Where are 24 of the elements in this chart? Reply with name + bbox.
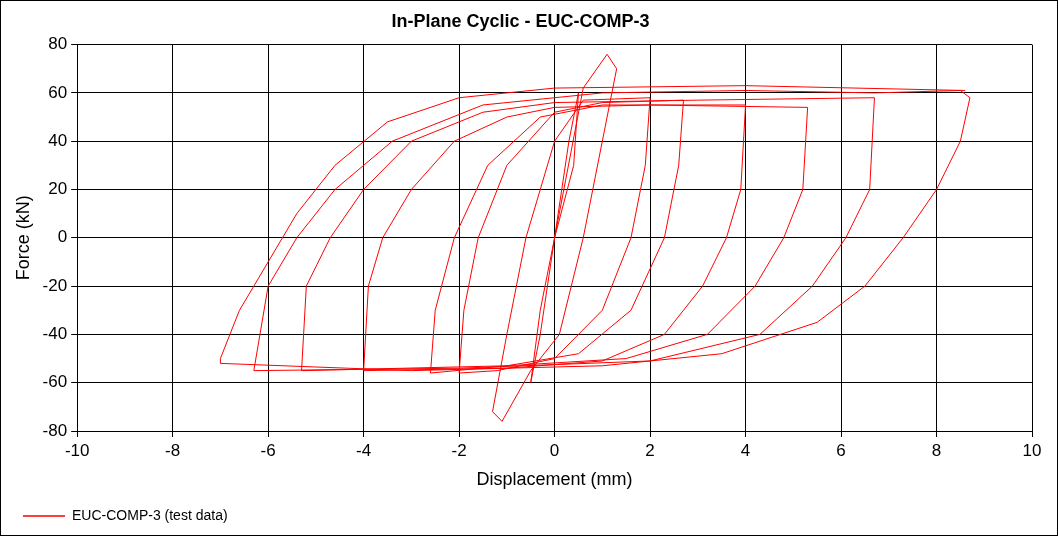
x-tick-label: 2 bbox=[645, 440, 655, 460]
chart-title: In-Plane Cyclic - EUC-COMP-3 bbox=[391, 10, 650, 31]
y-tick-label: 80 bbox=[48, 34, 68, 54]
y-tick-label: -60 bbox=[42, 372, 68, 392]
y-tick-label: 40 bbox=[48, 130, 68, 150]
x-tick-label: 4 bbox=[740, 440, 751, 460]
x-tick-label: -6 bbox=[260, 440, 276, 460]
x-tick-label: 8 bbox=[931, 440, 942, 460]
x-axis-title: Displacement (mm) bbox=[476, 469, 633, 490]
x-tick-label: -4 bbox=[356, 440, 372, 460]
x-tick-label: -8 bbox=[165, 440, 181, 460]
y-tick-label: 20 bbox=[48, 179, 68, 199]
y-tick-label: -20 bbox=[42, 275, 68, 295]
x-tick-label: 6 bbox=[836, 440, 846, 460]
x-tick-label: 0 bbox=[549, 440, 560, 460]
x-tick-label: -2 bbox=[451, 440, 467, 460]
y-tick-label: -80 bbox=[42, 420, 68, 440]
y-tick-label: 0 bbox=[57, 227, 68, 247]
y-axis-title: Force (kN) bbox=[12, 195, 33, 281]
y-tick-label: -40 bbox=[42, 324, 68, 344]
y-tick-label: 60 bbox=[48, 82, 68, 102]
x-tick-label: 10 bbox=[1022, 440, 1042, 460]
legend-label: EUC-COMP-3 (test data) bbox=[72, 506, 228, 523]
x-tick-label: -10 bbox=[64, 440, 90, 460]
